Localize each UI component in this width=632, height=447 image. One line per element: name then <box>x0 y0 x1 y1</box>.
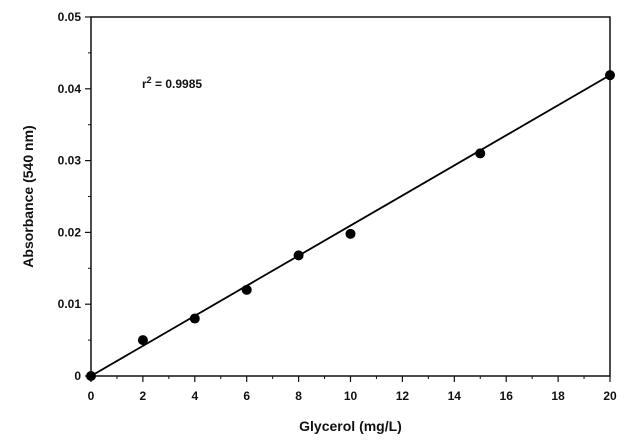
y-axis: 0 0.01 0.02 0.03 0.04 0.05 <box>58 10 91 383</box>
y-tick-label: 0.04 <box>58 82 82 96</box>
linear-fit-line <box>90 74 611 377</box>
fit-line-group <box>90 74 611 377</box>
data-point <box>293 250 304 261</box>
x-tick-label: 10 <box>344 389 358 403</box>
x-tick-label: 6 <box>243 389 250 403</box>
x-tick-label: 18 <box>551 389 565 403</box>
data-point <box>189 313 200 324</box>
data-point <box>345 228 356 239</box>
y-tick-label: 0 <box>74 369 81 383</box>
y-tick-label: 0.02 <box>58 225 82 239</box>
data-point <box>475 148 486 159</box>
x-tick-label: 0 <box>88 389 95 403</box>
data-points <box>86 70 615 381</box>
x-tick-label: 2 <box>140 389 147 403</box>
x-tick-label: 8 <box>295 389 302 403</box>
y-tick-label: 0.03 <box>58 154 82 168</box>
x-tick-label: 12 <box>396 389 410 403</box>
r-squared-value: = 0.9985 <box>152 77 203 91</box>
x-tick-label: 4 <box>191 389 198 403</box>
data-point <box>137 335 148 346</box>
data-point <box>241 284 252 295</box>
data-point <box>605 70 615 81</box>
x-tick-label: 14 <box>448 389 462 403</box>
y-tick-label: 0.05 <box>58 10 82 24</box>
x-tick-label: 16 <box>500 389 514 403</box>
y-tick-label: 0.01 <box>58 297 82 311</box>
x-axis: 0 2 4 6 8 10 12 14 16 18 20 <box>88 376 617 403</box>
x-tick-label: 20 <box>603 389 617 403</box>
x-axis-title: Glycerol (mg/L) <box>299 418 402 434</box>
plot-frame <box>90 16 611 377</box>
y-axis-title: Absorbance (540 nm) <box>20 125 36 267</box>
r-squared-annotation: r2 = 0.9985 <box>142 75 202 91</box>
r-squared-superscript: 2 <box>147 75 152 85</box>
r-squared-prefix: r <box>142 77 147 91</box>
data-point <box>86 371 96 381</box>
